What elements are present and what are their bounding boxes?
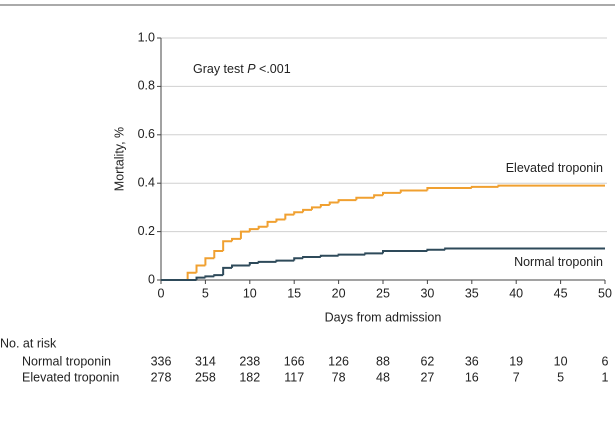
step-segment — [319, 254, 339, 258]
step-segment — [382, 249, 428, 254]
x-tick-label: 20 — [332, 286, 346, 300]
x-tick-label: 40 — [509, 286, 523, 300]
step-segment — [319, 203, 330, 208]
risk-count: 258 — [195, 370, 216, 384]
step-segment — [266, 220, 277, 227]
risk-count: 117 — [284, 370, 304, 384]
step-segment — [231, 264, 250, 268]
step-segment — [399, 189, 428, 193]
step-segment — [213, 274, 224, 277]
y-tick-label: 0.2 — [138, 224, 155, 238]
step-segment — [293, 257, 304, 261]
y-axis-title: Mortality, % — [112, 127, 126, 191]
risk-count: 278 — [151, 370, 172, 384]
risk-count: 166 — [284, 354, 305, 368]
risk-count: 1 — [602, 370, 609, 384]
step-segment — [204, 275, 215, 278]
step-segment — [222, 266, 233, 276]
risk-count: 62 — [420, 354, 434, 368]
annotation-suffix: <.001 — [259, 62, 291, 76]
risk-count: 78 — [332, 370, 346, 384]
y-tick-label: 0 — [148, 272, 155, 286]
step-segment — [373, 194, 383, 198]
risk-count: 126 — [328, 354, 349, 368]
y-tick-label: 0.6 — [138, 127, 155, 141]
step-segment — [382, 191, 401, 196]
risk-row-label: Elevated troponin — [22, 370, 119, 384]
annotation: Gray test P <.001 — [193, 62, 291, 76]
risk-count: 5 — [557, 370, 564, 384]
y-tick-label: 1.0 — [138, 30, 155, 44]
risk-count: 19 — [509, 354, 523, 368]
step-segment — [293, 211, 304, 215]
step-segment — [239, 230, 250, 239]
step-segment — [497, 184, 605, 187]
step-segment — [364, 252, 383, 255]
risk-count: 6 — [602, 354, 609, 368]
step-segment — [213, 249, 224, 259]
step-segment — [248, 262, 259, 266]
x-tick-label: 35 — [465, 286, 479, 300]
step-segment — [195, 264, 206, 273]
step-segment — [248, 228, 259, 232]
x-tick-label: 10 — [243, 286, 257, 300]
risk-count: 36 — [465, 354, 479, 368]
risk-count: 16 — [465, 370, 479, 384]
risk-count: 27 — [420, 370, 434, 384]
step-segment — [426, 187, 472, 191]
risk-count: 314 — [195, 354, 216, 368]
step-segment — [231, 237, 241, 242]
y-tick-label: 0.8 — [138, 79, 155, 93]
risk-count: 7 — [513, 370, 520, 384]
step-segment — [257, 225, 268, 230]
risk-count: 182 — [239, 370, 260, 384]
x-tick-label: 0 — [158, 286, 165, 300]
step-segment — [257, 260, 277, 264]
step-segment — [337, 253, 366, 256]
step-segment — [186, 271, 197, 280]
step-segment — [470, 185, 499, 189]
annotation-italic: P — [247, 62, 256, 76]
step-segment — [222, 240, 233, 251]
step-segment — [426, 248, 446, 251]
risk-count: 10 — [554, 354, 568, 368]
risk-table-title: No. at risk — [0, 336, 57, 350]
step-segment — [204, 257, 215, 266]
x-tick-label: 50 — [598, 286, 612, 300]
annotation-prefix: Gray test — [193, 62, 244, 76]
step-segment — [195, 276, 206, 280]
y-tick-label: 0.4 — [138, 175, 155, 189]
series-label: Normal troponin — [514, 255, 603, 269]
step-segment — [302, 208, 312, 213]
step-segment — [355, 196, 375, 201]
step-segment — [337, 199, 357, 203]
step-segment — [284, 213, 295, 220]
risk-count: 88 — [376, 354, 390, 368]
risk-count: 336 — [151, 354, 172, 368]
x-tick-label: 45 — [554, 286, 568, 300]
risk-row-label: Normal troponin — [22, 354, 111, 368]
series-label: Elevated troponin — [506, 161, 603, 175]
x-tick-label: 15 — [287, 286, 301, 300]
x-tick-label: 25 — [376, 286, 390, 300]
risk-count: 238 — [239, 354, 260, 368]
step-segment — [302, 256, 321, 259]
risk-count: 48 — [376, 370, 390, 384]
x-axis-title: Days from admission — [325, 310, 442, 324]
step-segment — [275, 259, 295, 262]
step-segment — [310, 206, 321, 210]
x-tick-label: 30 — [420, 286, 434, 300]
step-segment — [328, 201, 339, 205]
x-tick-label: 5 — [202, 286, 209, 300]
step-segment — [275, 218, 286, 222]
step-segment — [444, 247, 605, 250]
